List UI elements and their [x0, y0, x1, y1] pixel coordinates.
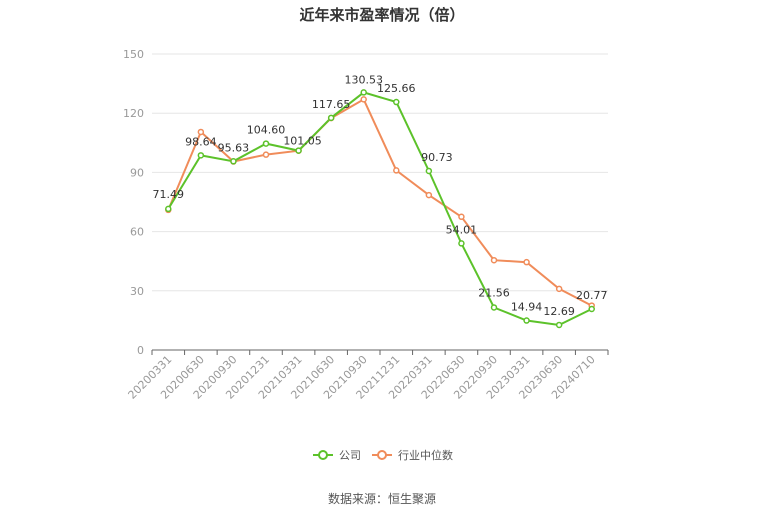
data-point[interactable] — [588, 305, 595, 313]
series-line-0 — [167, 91, 593, 327]
data-label: 21.56 — [478, 286, 510, 299]
data-point[interactable] — [393, 167, 400, 174]
source-note: 数据来源：恒生聚源 — [328, 491, 436, 506]
legend-swatch-marker — [318, 450, 328, 460]
y-tick-label: 30 — [130, 285, 144, 298]
chart-title: 近年来市盈率情况（倍） — [299, 6, 464, 24]
data-label: 71.49 — [153, 188, 185, 201]
data-label: 98.64 — [185, 135, 217, 148]
data-point[interactable] — [425, 191, 433, 199]
y-tick-label: 60 — [130, 226, 144, 239]
data-point[interactable] — [523, 258, 530, 266]
grid — [152, 53, 608, 292]
data-label: 130.53 — [344, 73, 383, 86]
data-point[interactable] — [523, 317, 530, 324]
data-point[interactable] — [262, 140, 270, 147]
legend[interactable]: 公司 行业中位数 — [313, 448, 453, 462]
data-point[interactable] — [555, 285, 563, 293]
legend-item-0[interactable]: 公司 — [313, 449, 361, 462]
data-point[interactable] — [490, 304, 498, 311]
data-point[interactable] — [197, 128, 205, 136]
data-point[interactable] — [490, 256, 498, 264]
data-point[interactable] — [197, 152, 205, 159]
data-label: 54.01 — [446, 223, 478, 236]
legend-swatch-marker — [377, 450, 387, 460]
legend-item-1[interactable]: 行业中位数 — [372, 448, 453, 462]
x-axis: 2020033120200630202009302020123120210331… — [126, 349, 609, 402]
data-point[interactable] — [458, 240, 465, 247]
data-point[interactable] — [295, 147, 302, 154]
data-point[interactable] — [555, 321, 563, 329]
data-point[interactable] — [230, 158, 237, 165]
legend-label: 行业中位数 — [398, 448, 453, 462]
series-points — [165, 89, 595, 329]
data-point[interactable] — [393, 98, 400, 106]
series-lines — [167, 91, 593, 327]
y-tick-label: 120 — [123, 107, 144, 120]
y-axis: 0 30 60 90 120 150 — [123, 48, 144, 357]
data-label: 125.66 — [377, 82, 416, 95]
data-point[interactable] — [360, 96, 367, 103]
data-point[interactable] — [458, 213, 465, 221]
data-point[interactable] — [360, 89, 367, 96]
data-point[interactable] — [262, 151, 270, 158]
y-tick-label: 90 — [130, 166, 144, 179]
data-point[interactable] — [425, 167, 433, 175]
y-tick-label: 150 — [123, 48, 144, 61]
data-label: 12.69 — [543, 305, 575, 318]
legend-label: 公司 — [339, 449, 361, 462]
data-label: 14.94 — [511, 301, 543, 314]
data-label: 104.60 — [247, 124, 286, 137]
data-label: 90.73 — [421, 151, 453, 164]
data-label: 101.05 — [283, 135, 322, 148]
data-label: 20.77 — [576, 289, 608, 302]
data-point[interactable] — [327, 114, 335, 122]
data-label: 95.63 — [218, 141, 250, 154]
data-label: 117.65 — [312, 98, 351, 111]
series-line-1 — [167, 97, 593, 307]
data-point[interactable] — [165, 205, 172, 213]
y-tick-label: 0 — [137, 344, 144, 357]
